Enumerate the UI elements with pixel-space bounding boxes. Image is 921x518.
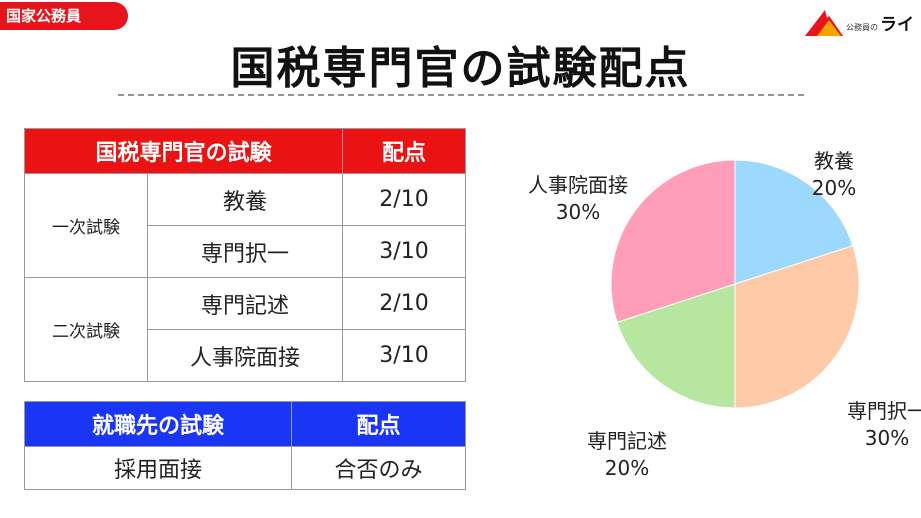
pie-percent-3: 30% <box>556 200 600 224</box>
logo-text: 公務員の ライ <box>846 10 914 35</box>
exam-score: 3/10 <box>342 225 466 278</box>
table-header-score: 配点 <box>291 401 466 447</box>
logo-small-text: 公務員の <box>846 23 878 32</box>
table-header-exam: 就職先の試験 <box>24 401 292 447</box>
table-row: 人事院面接 3/10 <box>25 329 466 382</box>
table-row: 専門択一 3/10 <box>25 225 466 278</box>
exam-score: 合否のみ <box>291 446 466 490</box>
exam-name: 人事院面接 <box>147 329 343 382</box>
table-header-exam: 国税専門官の試験 <box>24 128 343 174</box>
table-header-score: 配点 <box>342 128 466 174</box>
category-badge: 国家公務員 <box>0 2 128 30</box>
pie-label-3: 人事院面接 <box>528 173 628 197</box>
pie-label-1: 専門択一 <box>847 399 921 423</box>
score-table-kokuzei: 国税専門官の試験 配点 一次試験 教養 2/10 専門択一 3/10 二次試験 … <box>24 128 466 382</box>
pie-percent-1: 30% <box>865 426 909 450</box>
exam-name: 採用面接 <box>24 446 292 490</box>
exam-score: 2/10 <box>342 173 466 226</box>
exam-score: 3/10 <box>342 329 466 382</box>
table-row: 一次試験 教養 2/10 <box>24 173 466 278</box>
table-header-row: 国税専門官の試験 配点 <box>24 128 466 174</box>
pie-percent-0: 20% <box>812 176 856 200</box>
pie-percent-2: 20% <box>605 456 649 480</box>
table-header-row: 就職先の試験 配点 <box>24 401 466 447</box>
logo-big-text: ライ <box>880 15 914 35</box>
score-table-employer: 就職先の試験 配点 採用面接 合否のみ <box>24 401 466 490</box>
pie-slice-2 <box>616 283 736 409</box>
pie-slice-3 <box>610 159 736 323</box>
pie-label-0: 教養 <box>814 149 854 173</box>
exam-name: 専門択一 <box>147 225 343 278</box>
group-label: 一次試験 <box>24 173 148 278</box>
table-row: 二次試験 専門記述 2/10 <box>24 277 466 382</box>
page-title: 国税専門官の試験配点 <box>230 43 691 94</box>
site-logo <box>805 10 843 36</box>
exam-score: 2/10 <box>342 277 466 330</box>
pie-label-2: 専門記述 <box>587 429 667 453</box>
pie-slice-0 <box>734 159 854 285</box>
exam-name: 専門記述 <box>147 277 343 330</box>
pie-slice-1 <box>734 245 860 409</box>
table-row: 採用面接 合否のみ <box>24 446 466 490</box>
group-label: 二次試験 <box>24 277 148 382</box>
exam-name: 教養 <box>147 173 343 226</box>
title-divider <box>118 94 804 96</box>
